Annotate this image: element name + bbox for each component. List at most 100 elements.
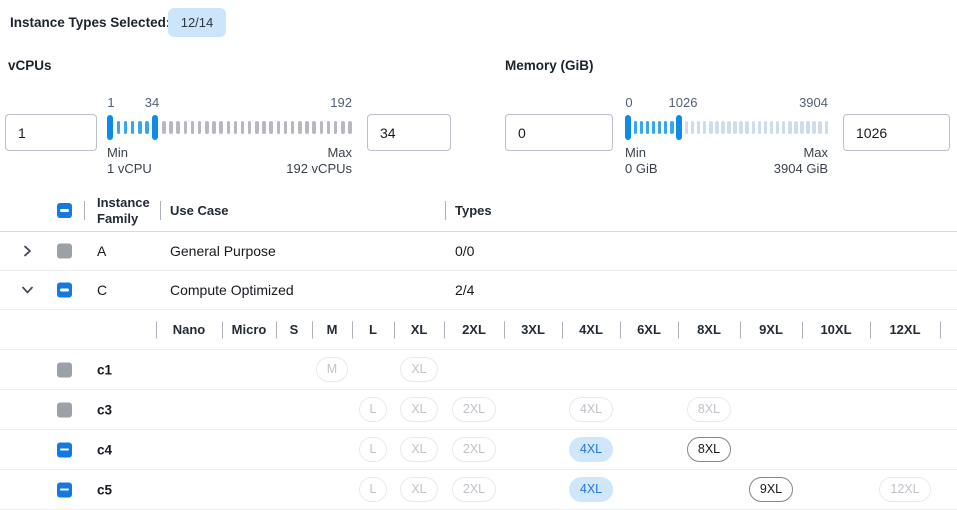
slider-tick: [169, 120, 173, 134]
size-pill-8xl[interactable]: 8XL: [686, 437, 732, 462]
size-column-12xl: [870, 390, 940, 429]
instance-name: c5: [97, 482, 113, 497]
size-column-header-label: 6XL: [637, 322, 661, 337]
size-column-l: L: [352, 390, 394, 429]
instance-row-c4: c4 L XL 2XL 4XL 8XL: [0, 430, 957, 470]
row-checkbox-c4[interactable]: [57, 442, 72, 457]
size-column-m: M: [312, 310, 352, 349]
slider-tick: [298, 120, 302, 134]
slider-tick: [290, 120, 295, 134]
slider-tick: [269, 120, 273, 134]
slider-handle[interactable]: [107, 114, 113, 140]
size-pill-grid: M XL: [156, 350, 940, 389]
size-column-micro: [222, 470, 276, 509]
slider-tick: [145, 120, 149, 134]
slider-tick: [702, 120, 707, 134]
size-column-l: [352, 350, 394, 389]
size-column-10xl: 10XL: [802, 310, 870, 349]
slider-tick: [183, 120, 188, 134]
size-column-s: S: [276, 310, 312, 349]
selected-count-badge: 12/14: [168, 8, 226, 37]
slider-handle[interactable]: [676, 114, 683, 140]
memory-slider-track[interactable]: [625, 113, 828, 141]
size-column-9xl: [740, 390, 802, 429]
slider-tick: [138, 120, 142, 134]
slider-tick: [824, 120, 828, 134]
size-column-9xl: 9XL: [740, 310, 802, 349]
size-column-2xl: [444, 350, 504, 389]
size-pill-4xl[interactable]: 4XL: [568, 437, 614, 462]
size-column-header-label: S: [289, 322, 299, 337]
size-column-nano: [156, 470, 222, 509]
size-column-micro: [222, 350, 276, 389]
select-all-checkbox[interactable]: [57, 203, 72, 218]
size-column-8xl: 8XL: [678, 390, 740, 429]
size-column-3xl: [504, 470, 562, 509]
size-pill-grid: L XL 2XL 4XL 8XL: [156, 430, 940, 469]
size-column-4xl: 4XL: [562, 390, 620, 429]
size-column-9xl: [740, 350, 802, 389]
collapse-chevron-down-icon[interactable]: [20, 283, 35, 298]
memory-min-value: 0 GiB: [625, 161, 658, 176]
size-column-header-label: XL: [410, 322, 428, 337]
family-letter: C: [97, 282, 108, 298]
slider-tick: [794, 120, 798, 134]
size-column-6xl: [620, 470, 678, 509]
size-column-header-label: 4XL: [579, 322, 603, 337]
size-column-12xl: 12XL: [870, 470, 940, 509]
size-column-xl: XL: [394, 470, 444, 509]
slider-tick: [727, 120, 731, 134]
vcpus-min-value: 1 vCPU: [107, 161, 152, 176]
size-pill-2xl: 2XL: [451, 397, 497, 422]
slider-tick: [219, 120, 223, 134]
size-column-l: L: [352, 430, 394, 469]
vcpus-slider-track[interactable]: [107, 113, 352, 141]
column-divider: [84, 201, 85, 220]
slider-tick: [806, 120, 810, 134]
slider-handle[interactable]: [625, 114, 631, 140]
size-pill-xl: XL: [400, 437, 438, 462]
size-column-8xl: [678, 470, 740, 509]
family-letter: A: [97, 243, 107, 259]
size-pill-4xl[interactable]: 4XL: [568, 477, 614, 502]
vcpus-scale-mid: 34: [144, 95, 160, 110]
size-column-header-label: 2XL: [462, 322, 486, 337]
vcpus-max-input[interactable]: [367, 114, 451, 151]
size-column-4xl: [562, 350, 620, 389]
size-column-header-label: 8XL: [697, 322, 721, 337]
size-column-header-label: M: [326, 322, 338, 337]
size-column-l: L: [352, 310, 394, 349]
size-pill-l: L: [358, 397, 388, 422]
row-checkbox-c5[interactable]: [57, 482, 72, 497]
size-column-10xl: [802, 350, 870, 389]
slider-tick: [690, 120, 695, 134]
instance-name: c4: [97, 442, 113, 457]
expand-chevron-right-icon[interactable]: [20, 244, 35, 259]
slider-tick: [709, 120, 713, 134]
slider-tick: [262, 120, 266, 134]
slider-tick: [645, 120, 650, 134]
size-column-3xl: [504, 430, 562, 469]
memory-max-input[interactable]: [843, 114, 950, 151]
slider-handle[interactable]: [152, 114, 159, 140]
memory-min-input[interactable]: [505, 114, 613, 151]
size-pill-grid: L XL 2XL 4XL 9XL 12XL: [156, 470, 940, 509]
size-pill-l: L: [358, 477, 388, 502]
family-checkbox-a: [57, 243, 72, 259]
size-column-s: [276, 350, 312, 389]
instance-name: c3: [97, 402, 113, 417]
size-column-8xl: [678, 350, 740, 389]
size-column-header-label: 3XL: [521, 322, 545, 337]
slider-tick: [684, 120, 689, 134]
size-pill-9xl[interactable]: 9XL: [748, 477, 794, 502]
slider-tick: [226, 120, 230, 134]
slider-tick: [775, 120, 780, 134]
slider-tick: [788, 120, 792, 134]
family-checkbox-c[interactable]: [57, 282, 72, 298]
use-case-text: Compute Optimized: [170, 282, 294, 298]
vcpus-max-caption: Max: [327, 145, 352, 160]
vcpus-min-input[interactable]: [5, 114, 97, 151]
vcpus-max-value: 192 vCPUs: [286, 161, 352, 176]
family-row-c: C Compute Optimized 2/4: [0, 271, 957, 310]
size-column-nano: [156, 350, 222, 389]
